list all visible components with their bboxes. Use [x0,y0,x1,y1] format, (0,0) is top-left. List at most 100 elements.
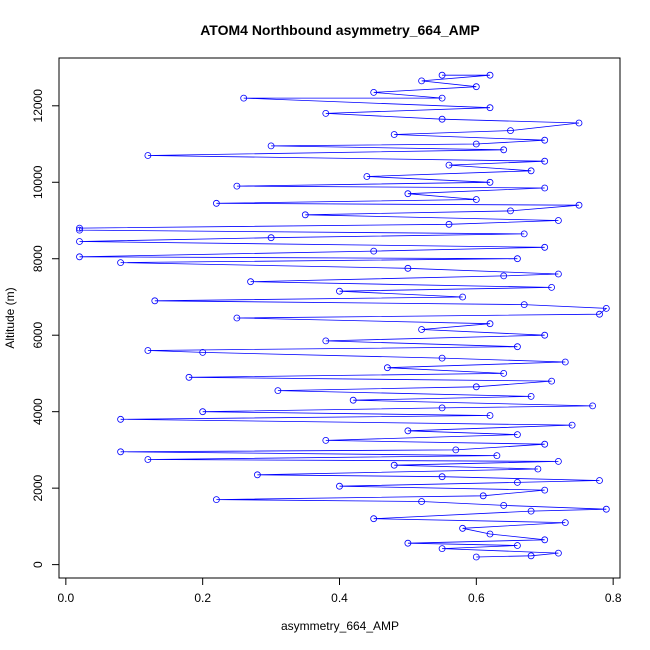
data-point [322,110,330,117]
data-point [301,211,309,219]
data-point [589,402,596,410]
data-point [233,182,241,190]
data-point [438,115,446,123]
data-point [274,387,282,395]
data-point [472,83,480,91]
y-tick-label: 4000 [31,398,45,425]
data-point [445,220,453,228]
data-point [322,337,330,345]
data-point [500,272,508,280]
x-tick-label: 0.2 [194,591,211,605]
data-point [486,530,494,538]
data-point [486,71,494,79]
y-tick-label: 2000 [31,474,45,501]
data-point [555,217,562,224]
data-point [267,142,275,150]
data-point [144,347,152,354]
data-point [472,383,480,391]
data-layer [76,71,610,561]
data-point [438,404,446,412]
data-point [527,167,535,175]
y-axis: 0 2000 4000 6000 8000 10000 12000 [31,89,60,568]
data-point [527,552,535,560]
chart-title: ATOM4 Northbound asymmetry_664_AMP [200,22,480,38]
data-point [418,77,426,85]
data-point [486,412,494,419]
data-point [561,358,569,366]
data-point [596,310,603,318]
data-point [541,331,549,339]
data-point [500,146,508,154]
data-point [383,364,391,372]
data-point [151,297,159,305]
data-point [527,507,535,515]
data-point [418,326,426,333]
data-point [486,320,494,328]
x-tick-label: 0.8 [605,591,622,605]
data-point [541,243,549,251]
data-point [527,392,535,400]
data-point [452,446,460,454]
data-point [117,448,124,456]
data-point [514,255,521,263]
x-axis-label: asymmetry_664_AMP [281,619,399,633]
data-point [555,270,562,278]
data-point [438,354,446,362]
data-point [459,524,467,532]
data-point [390,461,398,469]
data-point [418,498,426,505]
y-tick-label: 8000 [31,245,45,272]
data-point [117,259,124,267]
data-point [500,369,508,377]
data-point [472,196,480,203]
x-tick-label: 0.0 [57,591,74,605]
data-point [514,343,521,351]
data-point [438,473,446,481]
data-point [445,161,453,169]
data-point [520,301,528,309]
data-point [76,226,83,234]
data-point [541,486,549,494]
data-point [336,287,343,295]
data-point [548,377,555,385]
data-point [438,94,446,102]
data-point [472,553,480,561]
data-point [493,452,501,460]
data-point [144,456,152,463]
y-axis-label: Altitude (m) [3,287,17,348]
data-point [541,157,549,165]
data-point [349,396,357,404]
data-point [486,104,494,112]
data-point [541,184,549,192]
data-point [240,94,248,102]
data-point [438,71,446,79]
data-point [602,304,610,312]
data-point [507,207,514,215]
data-point [596,477,603,484]
data-point [520,230,528,238]
data-point [370,89,378,96]
y-tick-label: 10000 [31,165,45,199]
y-tick-label: 12000 [31,89,45,123]
data-point [514,431,521,439]
data-point [507,127,514,135]
data-point [514,542,521,549]
data-point [404,427,412,435]
y-tick-label: 0 [31,561,45,568]
data-point [459,293,467,301]
data-point [404,264,412,272]
data-point [500,501,508,509]
data-point [185,373,193,381]
data-point [404,539,412,547]
series-line [79,74,608,558]
data-point [486,178,494,186]
data-point [199,408,207,416]
data-point [233,314,241,322]
data-point [514,478,521,486]
data-point [76,253,83,261]
data-point [212,496,220,504]
data-point [76,224,83,232]
data-point [390,131,398,138]
data-point [561,519,569,526]
